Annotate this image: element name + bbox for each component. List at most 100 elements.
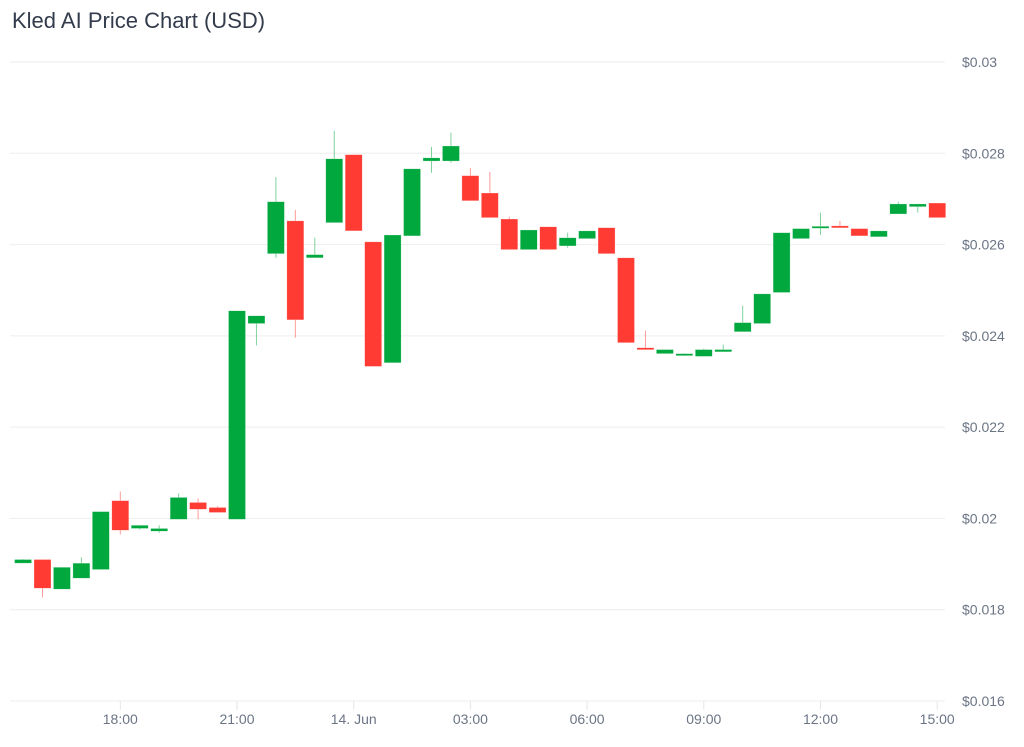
- candle-down: [850, 228, 869, 237]
- candle-up: [169, 493, 188, 520]
- candle-body: [228, 310, 246, 520]
- candle-body: [189, 502, 207, 510]
- candle-body: [267, 201, 285, 254]
- candle-up: [422, 146, 441, 173]
- candle-up: [792, 228, 810, 239]
- candle-up: [383, 234, 402, 364]
- candle-up: [403, 168, 421, 237]
- y-tick-label: $0.02: [962, 510, 997, 526]
- candle-body: [792, 228, 810, 239]
- candle-up: [675, 353, 694, 356]
- y-tick-label: $0.016: [962, 693, 1005, 709]
- candle-up: [92, 511, 110, 570]
- grid-lines: [10, 61, 945, 702]
- candle-body: [733, 322, 752, 332]
- candle-up: [228, 310, 246, 520]
- candle-down: [33, 559, 52, 598]
- candle-up: [870, 230, 888, 238]
- candle-up: [131, 525, 149, 530]
- candle-down: [364, 241, 382, 367]
- candle-body: [150, 528, 168, 532]
- candle-down: [539, 226, 557, 250]
- candle-up: [267, 177, 285, 258]
- chart-title: Kled AI Price Chart (USD): [12, 8, 266, 33]
- candle-body: [597, 227, 616, 254]
- candle-body: [208, 507, 227, 513]
- candle-up: [811, 212, 830, 235]
- candle-body: [675, 353, 694, 356]
- candle-body: [14, 559, 32, 564]
- candle-up: [656, 349, 674, 354]
- candle-body: [753, 293, 771, 324]
- candle-body: [33, 559, 52, 589]
- candle-body: [558, 237, 577, 247]
- candle-body: [422, 157, 441, 162]
- x-tick-label: 18:00: [103, 711, 138, 727]
- candle-up: [733, 305, 752, 332]
- candles: [14, 130, 946, 598]
- candle-up: [247, 315, 266, 346]
- candle-down: [189, 498, 207, 520]
- x-tick-label: 09:00: [686, 711, 721, 727]
- candle-body: [344, 154, 363, 232]
- candle-down: [111, 491, 130, 535]
- candle-body: [111, 500, 130, 531]
- candle-up: [150, 525, 168, 534]
- x-tick-label: 21:00: [219, 711, 254, 727]
- x-tick-label: 03:00: [453, 711, 488, 727]
- candle-body: [617, 257, 635, 343]
- x-tick-label: 14. Jun: [331, 711, 377, 727]
- candle-down: [208, 506, 227, 513]
- candle-body: [169, 497, 188, 520]
- candle-down: [344, 154, 363, 232]
- candle-up: [306, 237, 324, 259]
- y-tick-label: $0.024: [962, 328, 1005, 344]
- candle-up: [889, 201, 908, 215]
- candle-body: [500, 218, 519, 250]
- candle-body: [636, 347, 655, 350]
- candle-up: [325, 130, 343, 223]
- candle-body: [247, 315, 266, 324]
- candle-up: [442, 132, 460, 163]
- candle-body: [909, 203, 927, 207]
- x-tick-label: 06:00: [570, 711, 605, 727]
- candle-body: [714, 349, 732, 353]
- candle-body: [364, 241, 382, 367]
- candle-body: [286, 220, 305, 321]
- candle-body: [811, 226, 830, 229]
- candle-body: [850, 228, 869, 237]
- candle-up: [14, 559, 32, 564]
- candle-up: [578, 230, 596, 239]
- candle-body: [131, 525, 149, 529]
- candle-up: [909, 203, 927, 213]
- candle-down: [597, 227, 616, 254]
- candle-down: [928, 202, 946, 218]
- candle-down: [481, 171, 499, 218]
- y-axis: $0.016 $0.018 $0.02 $0.022 $0.024 $0.026 $0.02…: [962, 54, 1005, 709]
- candle-body: [772, 232, 791, 293]
- y-tick-label: $0.026: [962, 237, 1005, 253]
- candle-up: [72, 557, 91, 579]
- candle-body: [481, 192, 499, 218]
- x-axis: 18:00 21:00 14. Jun 03:00 06:00 09:00 12:00 15:…: [103, 701, 955, 727]
- y-tick-label: $0.022: [962, 419, 1005, 435]
- candle-up: [520, 229, 538, 250]
- candle-body: [520, 229, 538, 250]
- candle-body: [403, 168, 421, 237]
- candle-down: [636, 330, 655, 350]
- candle-down: [286, 209, 305, 338]
- candle-up: [53, 567, 71, 590]
- candle-up: [695, 348, 713, 357]
- candle-body: [53, 567, 71, 590]
- candle-up: [753, 293, 771, 324]
- candle-down: [831, 220, 849, 229]
- candle-body: [461, 175, 480, 202]
- candle-body: [306, 254, 324, 259]
- y-tick-label: $0.03: [962, 54, 997, 70]
- candle-down: [500, 216, 519, 250]
- y-tick-label: $0.028: [962, 145, 1005, 161]
- candle-down: [617, 257, 635, 343]
- candle-up: [558, 232, 577, 248]
- candle-up: [772, 232, 791, 293]
